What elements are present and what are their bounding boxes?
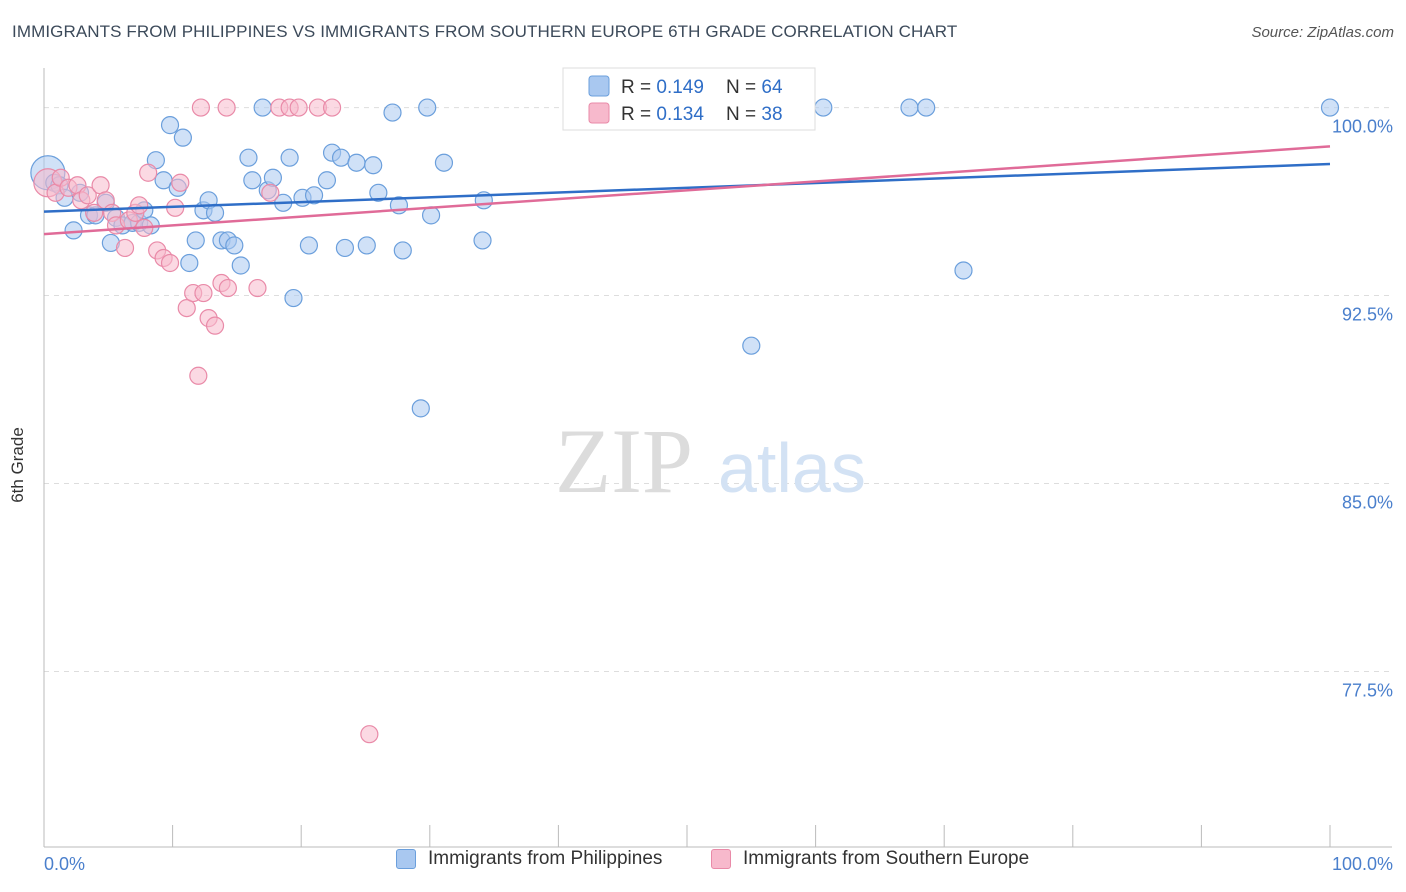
axes bbox=[43, 68, 1392, 848]
data-points bbox=[30, 98, 1340, 744]
point-philippines bbox=[304, 186, 324, 205]
point-philippines bbox=[263, 168, 283, 187]
point-southern-europe bbox=[130, 196, 149, 215]
point-philippines bbox=[253, 98, 272, 117]
legend-n-label-2: N = bbox=[726, 104, 761, 125]
point-philippines bbox=[1320, 98, 1340, 117]
point-philippines bbox=[473, 231, 492, 250]
point-philippines bbox=[411, 399, 430, 418]
point-southern-europe bbox=[194, 283, 213, 303]
point-philippines bbox=[369, 183, 388, 202]
legend-bottom: Immigrants from Philippines Immigrants f… bbox=[0, 848, 1406, 878]
legend-swatch-philippines bbox=[396, 849, 416, 869]
point-philippines bbox=[180, 253, 199, 273]
point-philippines bbox=[393, 241, 412, 260]
gridlines bbox=[44, 107, 1392, 673]
watermark: ZIP atlas bbox=[555, 410, 866, 512]
point-southern-europe bbox=[218, 278, 237, 298]
point-philippines bbox=[347, 153, 366, 172]
point-philippines bbox=[239, 148, 258, 167]
legend-label-southern-europe: Immigrants from Southern Europe bbox=[743, 848, 1030, 869]
y-tick-label: 100.0% bbox=[1332, 117, 1393, 137]
point-philippines bbox=[900, 98, 919, 117]
trend-line-southern-europe bbox=[43, 145, 1331, 236]
source-label: Source: ZipAtlas.com bbox=[1251, 24, 1394, 41]
x-tick-label: 100.0% bbox=[1332, 854, 1393, 874]
point-philippines bbox=[231, 256, 250, 275]
point-philippines bbox=[280, 148, 299, 167]
legend-swatch-blue bbox=[588, 75, 610, 97]
point-southern-europe bbox=[115, 238, 135, 258]
point-southern-europe bbox=[248, 278, 267, 298]
point-philippines bbox=[335, 238, 355, 258]
tick-labels: 100.0% 92.5% 85.0% 77.5% 0.0% 100.0% bbox=[44, 117, 1393, 874]
y-tick-label: 92.5% bbox=[1342, 305, 1393, 325]
point-philippines bbox=[225, 236, 244, 255]
chart-title: IMMIGRANTS FROM PHILIPPINES VS IMMIGRANT… bbox=[12, 22, 958, 41]
legend-swatch-pink bbox=[588, 102, 610, 124]
point-philippines bbox=[160, 116, 180, 135]
point-southern-europe bbox=[191, 98, 210, 117]
point-southern-europe bbox=[78, 186, 97, 205]
point-philippines bbox=[205, 203, 225, 222]
legend-n-value-1: 64 bbox=[761, 77, 783, 98]
svg-text:R = 0.149: R = 0.149 bbox=[621, 77, 704, 98]
point-southern-europe bbox=[261, 183, 280, 202]
point-philippines bbox=[173, 128, 192, 147]
point-philippines bbox=[814, 98, 833, 117]
legend-item-southern-europe[interactable]: Immigrants from Southern Europe bbox=[711, 848, 1029, 870]
trend-line-philippines bbox=[43, 162, 1331, 213]
legend-label-philippines: Immigrants from Philippines bbox=[428, 848, 663, 869]
svg-text:R = 0.134: R = 0.134 bbox=[621, 104, 704, 125]
y-axis-label: 6th Grade bbox=[8, 427, 27, 503]
legend-swatch-southern-europe bbox=[711, 849, 731, 869]
point-philippines bbox=[317, 171, 337, 190]
legend-n-value-2: 38 bbox=[761, 104, 782, 125]
svg-text:N = 38: N = 38 bbox=[726, 104, 783, 125]
point-philippines bbox=[418, 98, 437, 117]
legend-r-label-1: R = bbox=[621, 77, 656, 98]
point-philippines bbox=[434, 153, 454, 172]
x-tick-label: 0.0% bbox=[44, 854, 85, 874]
point-southern-europe bbox=[139, 163, 158, 182]
point-southern-europe bbox=[217, 98, 236, 117]
y-tick-label: 85.0% bbox=[1342, 493, 1393, 513]
legend-r-value-2: 0.134 bbox=[656, 104, 704, 125]
point-philippines bbox=[954, 261, 973, 280]
point-southern-europe bbox=[189, 366, 208, 385]
point-philippines bbox=[64, 221, 83, 240]
point-philippines bbox=[186, 231, 205, 250]
point-southern-europe bbox=[205, 316, 225, 335]
point-philippines bbox=[299, 236, 319, 255]
point-southern-europe bbox=[289, 98, 308, 117]
svg-text:N = 64: N = 64 bbox=[726, 77, 783, 98]
legend-r-value-1: 0.149 bbox=[656, 77, 704, 98]
point-southern-europe bbox=[360, 725, 379, 744]
trend-lines bbox=[43, 145, 1331, 236]
point-philippines bbox=[357, 236, 376, 255]
point-philippines bbox=[364, 156, 383, 175]
point-philippines bbox=[331, 148, 351, 167]
point-southern-europe bbox=[177, 298, 196, 318]
point-philippines bbox=[284, 288, 303, 308]
watermark-zip: ZIP bbox=[555, 410, 693, 512]
point-southern-europe bbox=[171, 173, 190, 192]
y-tick-label: 77.5% bbox=[1342, 681, 1393, 701]
point-southern-europe bbox=[91, 176, 110, 195]
legend-top: R = 0.149 N = 64 R = 0.134 N = 38 bbox=[562, 67, 816, 131]
point-southern-europe bbox=[322, 98, 342, 117]
legend-r-label-2: R = bbox=[621, 104, 656, 125]
legend-item-philippines[interactable]: Immigrants from Philippines bbox=[396, 848, 662, 870]
point-philippines bbox=[383, 103, 402, 122]
point-philippines bbox=[742, 336, 761, 355]
point-southern-europe bbox=[160, 253, 180, 273]
watermark-atlas: atlas bbox=[718, 429, 866, 507]
legend-n-label-1: N = bbox=[726, 77, 761, 98]
point-philippines bbox=[917, 98, 936, 117]
point-philippines bbox=[243, 171, 262, 190]
